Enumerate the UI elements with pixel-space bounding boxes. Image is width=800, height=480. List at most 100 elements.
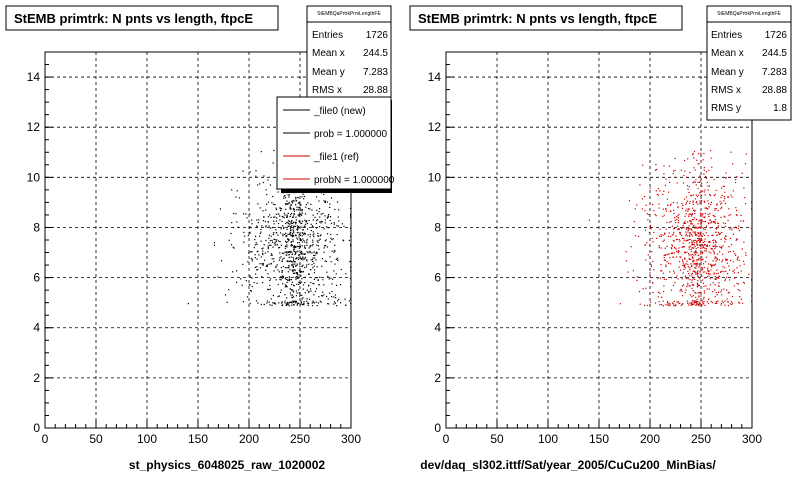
scatter-point bbox=[697, 300, 699, 303]
scatter-point bbox=[699, 247, 702, 249]
scatter-point bbox=[289, 288, 291, 290]
scatter-point bbox=[671, 245, 673, 247]
legend-label-0: _file0 (new) bbox=[313, 106, 366, 117]
scatter-point bbox=[671, 234, 673, 236]
scatter-point bbox=[703, 234, 706, 236]
scatter-point bbox=[696, 244, 698, 246]
scatter-point bbox=[293, 229, 295, 231]
scatter-point bbox=[684, 222, 687, 224]
scatter-point bbox=[658, 203, 660, 205]
scatter-point bbox=[700, 225, 703, 227]
scatter-point bbox=[251, 260, 253, 262]
right-title: StEMB primtrk: N pnts vs length, ftpcE bbox=[418, 11, 657, 26]
left-stats-v3: 28.88 bbox=[363, 85, 388, 96]
scatter-point bbox=[723, 288, 725, 290]
scatter-point bbox=[727, 305, 730, 307]
scatter-point bbox=[708, 169, 710, 171]
scatter-point bbox=[751, 258, 753, 260]
scatter-point bbox=[716, 203, 718, 205]
scatter-point bbox=[308, 247, 310, 249]
scatter-point bbox=[245, 213, 247, 215]
scatter-point bbox=[683, 246, 685, 248]
scatter-point bbox=[699, 219, 701, 221]
scatter-point bbox=[650, 301, 652, 303]
scatter-point bbox=[294, 270, 296, 272]
scatter-point bbox=[714, 240, 716, 242]
scatter-point bbox=[694, 242, 696, 244]
scatter-point bbox=[612, 228, 614, 230]
scatter-point bbox=[667, 253, 669, 255]
scatter-point bbox=[317, 241, 319, 243]
right-panel: StEMB primtrk: N pnts vs length, ftpcE 0… bbox=[409, 5, 792, 472]
scatter-point bbox=[301, 253, 303, 255]
scatter-point bbox=[693, 247, 695, 249]
scatter-point bbox=[689, 245, 691, 248]
scatter-point bbox=[249, 213, 251, 215]
scatter-point bbox=[724, 202, 727, 205]
scatter-point bbox=[297, 238, 299, 240]
scatter-point bbox=[701, 247, 703, 249]
scatter-point bbox=[702, 241, 704, 243]
scatter-point bbox=[318, 211, 320, 213]
scatter-point bbox=[285, 241, 287, 244]
scatter-point bbox=[281, 252, 283, 254]
scatter-point bbox=[282, 283, 284, 285]
scatter-point bbox=[693, 254, 695, 256]
scatter-point bbox=[267, 248, 269, 250]
scatter-point bbox=[341, 223, 343, 225]
scatter-point bbox=[690, 233, 693, 236]
scatter-point bbox=[732, 163, 734, 165]
scatter-point bbox=[293, 248, 295, 250]
scatter-point bbox=[330, 261, 332, 263]
scatter-point bbox=[710, 157, 712, 159]
scatter-point bbox=[249, 226, 251, 228]
scatter-point bbox=[265, 225, 267, 227]
scatter-point bbox=[281, 302, 283, 304]
scatter-point bbox=[700, 234, 702, 236]
scatter-point bbox=[661, 304, 663, 306]
scatter-point bbox=[297, 275, 299, 277]
scatter-point bbox=[304, 213, 307, 215]
scatter-point bbox=[695, 292, 697, 294]
scatter-point bbox=[741, 172, 743, 174]
left-stats-v2: 7.283 bbox=[363, 67, 388, 78]
scatter-point bbox=[679, 269, 681, 271]
scatter-point bbox=[304, 245, 306, 247]
scatter-point bbox=[677, 219, 680, 222]
scatter-point bbox=[317, 245, 319, 247]
scatter-point bbox=[694, 232, 696, 234]
scatter-point bbox=[729, 237, 732, 240]
scatter-point bbox=[658, 301, 660, 303]
scatter-point bbox=[329, 203, 331, 205]
scatter-point bbox=[228, 289, 230, 291]
scatter-point bbox=[300, 204, 302, 206]
scatter-point bbox=[672, 256, 674, 258]
scatter-point bbox=[295, 276, 297, 278]
scatter-point bbox=[683, 284, 685, 286]
scatter-point bbox=[260, 151, 262, 153]
scatter-point bbox=[350, 216, 352, 219]
scatter-point bbox=[714, 222, 716, 224]
scatter-point bbox=[303, 240, 305, 242]
scatter-point bbox=[665, 278, 667, 281]
scatter-point bbox=[709, 273, 711, 275]
scatter-point bbox=[292, 222, 294, 224]
scatter-point bbox=[694, 271, 696, 273]
scatter-point bbox=[318, 296, 320, 298]
x-tick-label: 100 bbox=[137, 432, 157, 446]
scatter-point bbox=[735, 214, 737, 216]
scatter-point bbox=[691, 279, 693, 281]
scatter-point bbox=[650, 228, 652, 230]
scatter-point bbox=[694, 226, 696, 228]
right-stats-name: StEMBQaPrtrkPrmLengthFE bbox=[717, 11, 781, 17]
scatter-point bbox=[300, 239, 302, 241]
scatter-point bbox=[317, 235, 319, 237]
scatter-point bbox=[272, 302, 274, 304]
scatter-point bbox=[649, 226, 651, 228]
scatter-point bbox=[667, 204, 669, 206]
scatter-point bbox=[669, 181, 671, 183]
scatter-point bbox=[310, 290, 312, 292]
scatter-point bbox=[301, 265, 303, 268]
scatter-point bbox=[722, 266, 724, 268]
scatter-point bbox=[713, 251, 715, 253]
